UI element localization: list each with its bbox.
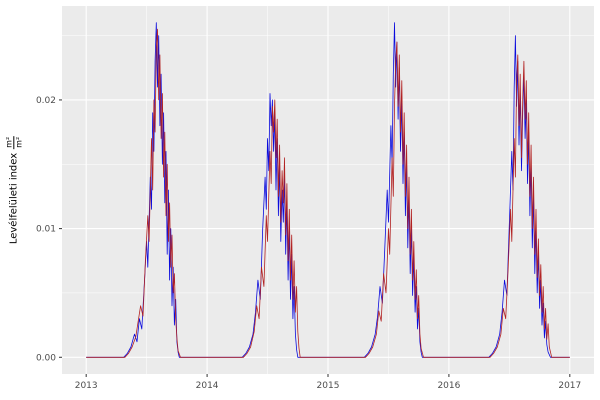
y-axis-title-text: Levélfelületi index	[8, 152, 20, 245]
x-tick-label: 2016	[437, 381, 460, 391]
y-axis-fraction-denominator: m²	[14, 136, 24, 148]
y-tick-label: 0.00	[36, 353, 56, 363]
x-tick-label: 2013	[75, 381, 98, 391]
y-tick-label: 0.02	[36, 96, 56, 106]
y-tick-label: 0.01	[36, 225, 56, 235]
y-axis-title: Levélfelületi index m² m²	[4, 135, 24, 245]
x-tick-label: 2015	[317, 381, 340, 391]
y-axis-fraction-numerator: m²	[4, 135, 15, 149]
x-tick-label: 2017	[558, 381, 581, 391]
x-tick-label: 2014	[196, 381, 219, 391]
y-axis-title-fraction: m² m²	[4, 135, 24, 149]
red-series-line	[86, 28, 570, 358]
